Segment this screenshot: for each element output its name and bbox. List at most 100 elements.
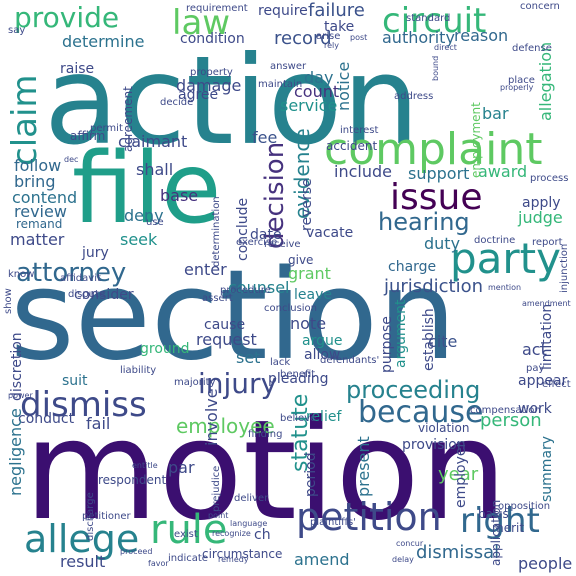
word-employee: employee	[176, 414, 275, 438]
word-interest: interest	[340, 125, 379, 136]
word-set: set	[236, 348, 261, 367]
word-fail: fail	[86, 414, 111, 433]
word-process: process	[530, 173, 569, 184]
word-ch: ch	[254, 527, 271, 543]
word-mention: mention	[488, 283, 522, 292]
word-act: act	[522, 340, 547, 359]
word-prejudice: prejudice	[211, 465, 222, 512]
word-lack: lack	[270, 357, 291, 368]
word-period: period	[303, 452, 319, 497]
word-power: power	[8, 391, 33, 400]
word-concur: concur	[396, 539, 424, 548]
word-support: support	[408, 164, 470, 183]
word-base: base	[160, 186, 199, 205]
word-exist: exist	[174, 529, 198, 540]
word-violation: violation	[418, 421, 470, 435]
word-pleading: pleading	[268, 371, 329, 387]
word-deliver: deliver	[234, 493, 269, 504]
word-judge: judge	[518, 208, 563, 227]
word-majority: majority	[174, 377, 216, 388]
word-present: present	[354, 436, 373, 497]
word-know: know	[8, 269, 35, 280]
word-record: record	[274, 28, 332, 49]
word-allow: allow	[304, 347, 341, 363]
word-address: address	[394, 91, 434, 102]
word-opposition: opposition	[498, 501, 551, 512]
word-proceed: proceed	[120, 547, 153, 556]
word-date: date	[250, 227, 282, 243]
word-suit: suit	[62, 373, 88, 389]
word-request: request	[196, 330, 257, 349]
word-show: show	[3, 288, 14, 314]
word-indicate: indicate	[168, 553, 208, 564]
word-recognize: recognize	[212, 529, 251, 538]
word-deny: deny	[124, 206, 164, 225]
word-relief: relief	[306, 409, 342, 425]
word-claim: claim	[5, 74, 45, 166]
word-purpose: purpose	[379, 316, 395, 373]
word-basis: basis	[478, 507, 509, 521]
word-cite: cite	[428, 332, 458, 351]
word-agreement: agreement	[121, 86, 135, 152]
word-plaintiffs: plaintiffs'	[310, 517, 356, 528]
word-reverse: reverse	[299, 178, 315, 231]
word-jurisdiction: jurisdiction	[384, 276, 483, 297]
word-involve: involve	[202, 388, 221, 446]
word-accident: accident	[326, 139, 378, 153]
word-maintain: maintain	[258, 79, 303, 90]
word-language: language	[230, 519, 268, 528]
word-failure: failure	[308, 0, 365, 21]
word-argument: argument	[393, 299, 409, 368]
word-charge: charge	[388, 259, 437, 275]
word-determination: determination	[211, 196, 222, 267]
word-attorney: attorney	[16, 258, 127, 288]
word-enter: enter	[184, 260, 227, 279]
word-motion: motion	[24, 390, 508, 551]
word-rely: rely	[324, 41, 339, 50]
word-favor: favor	[148, 559, 169, 568]
word-amend: amend	[294, 550, 350, 569]
word-file: file	[72, 132, 222, 246]
word-law: law	[172, 3, 231, 43]
word-say: say	[8, 25, 26, 36]
word-dispute: dispute	[68, 289, 106, 300]
word-point: point	[208, 511, 229, 520]
word-finding: finding	[248, 429, 283, 440]
word-conduct: conduct	[18, 411, 75, 427]
word-award: award	[478, 162, 528, 181]
word-ground: ground	[140, 341, 190, 357]
word-hearing: hearing	[378, 208, 470, 236]
word-circumstance: circumstance	[202, 547, 283, 561]
word-pay: pay	[526, 363, 545, 374]
word-authority: authority	[382, 28, 455, 47]
word-apply: apply	[522, 195, 561, 211]
word-discharge: discharge	[85, 492, 96, 541]
word-procedure: procedure	[220, 285, 271, 296]
word-consider: consider	[74, 287, 134, 303]
word-post: post	[350, 33, 368, 42]
word-affirm: affirm	[70, 129, 106, 143]
word-dismissal: dismissal	[416, 542, 500, 563]
word-because: because	[358, 395, 484, 430]
word-petitioner: petitioner	[82, 511, 131, 522]
word-dismiss: dismiss	[20, 385, 147, 425]
word-defense: defense	[512, 43, 552, 54]
word-petition: petition	[296, 495, 442, 539]
word-determine: determine	[62, 32, 145, 51]
word-take: take	[324, 19, 355, 35]
word-property: property	[190, 67, 233, 78]
word-work: work	[518, 401, 552, 417]
word-reason: reason	[454, 26, 509, 45]
word-direct: direct	[434, 43, 457, 52]
word-include: include	[334, 162, 392, 181]
word-give: give	[288, 253, 314, 267]
word-agree: agree	[178, 87, 219, 103]
word-standard: standard	[406, 13, 451, 24]
word-provide: provide	[14, 1, 120, 34]
word-right: right	[460, 501, 540, 541]
word-allege: allege	[24, 517, 140, 561]
word-bound: bound	[431, 55, 440, 81]
word-injunction: injunction	[559, 243, 570, 293]
word-seek: seek	[120, 230, 158, 249]
